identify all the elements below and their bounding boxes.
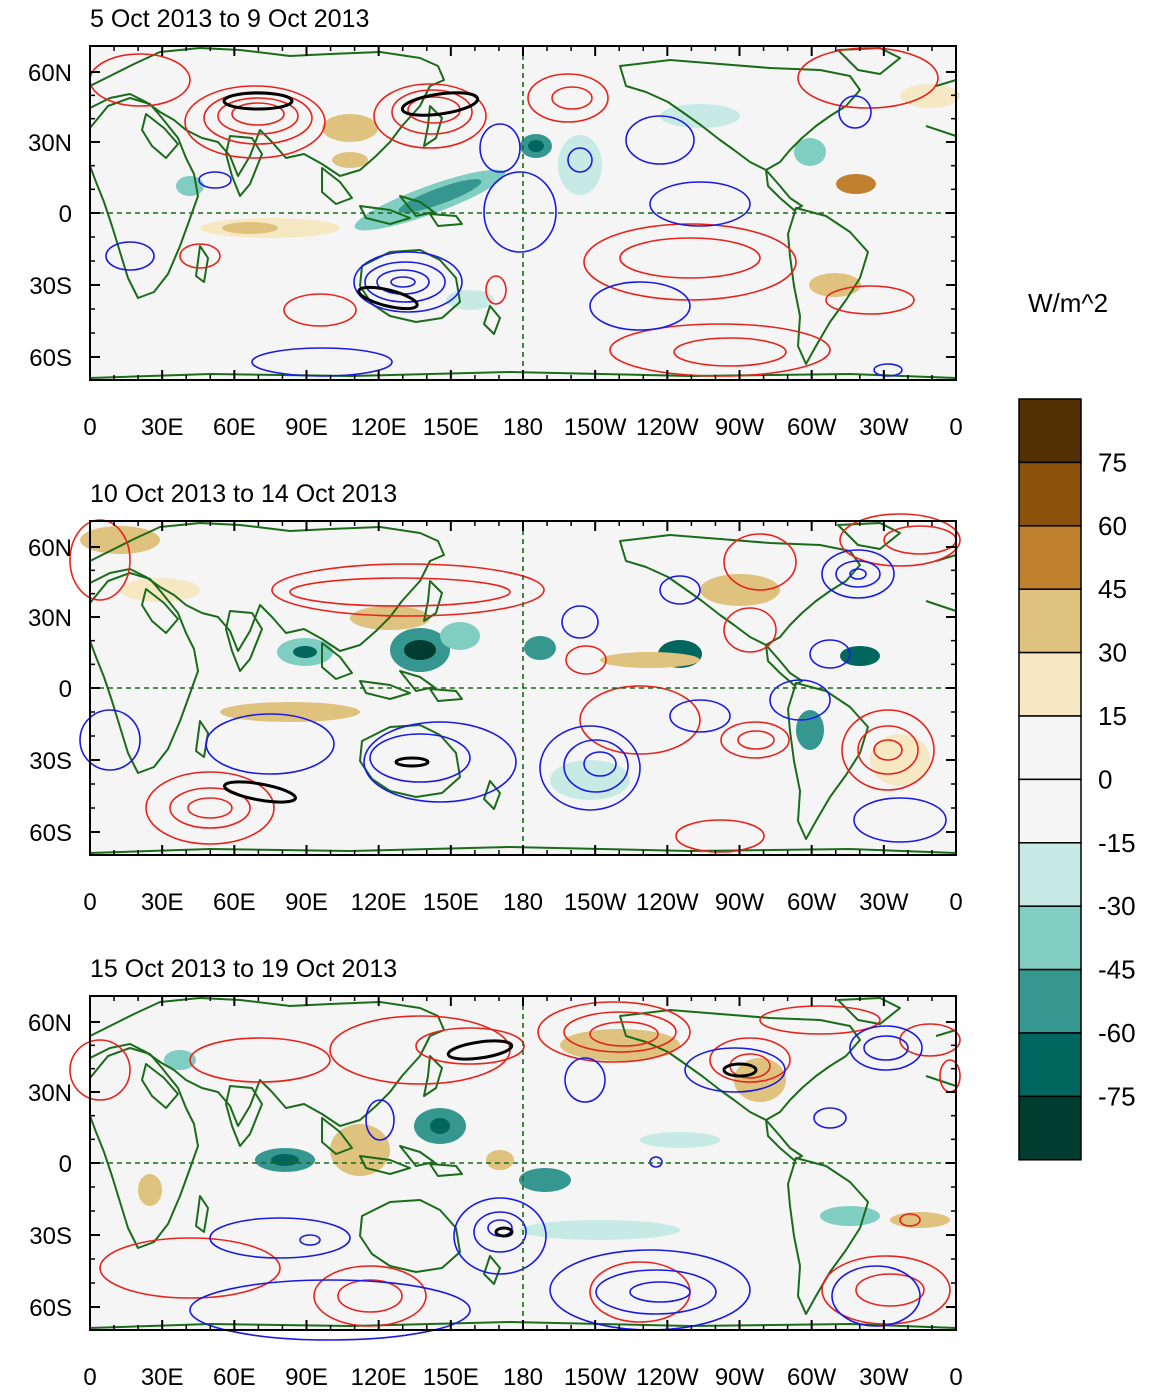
colorbar-units: W/m^2 [1028, 288, 1108, 318]
colorbar-boxes [1018, 398, 1082, 1161]
lon-tick-label: 120E [351, 889, 407, 916]
panel-1-title: 5 Oct 2013 to 9 Oct 2013 [90, 5, 369, 33]
lat-tick-label: 0 [59, 676, 72, 703]
lat-tick-label: 60N [28, 60, 72, 87]
lon-tick-label: 150E [423, 889, 479, 916]
lon-tick-label: 60W [787, 414, 837, 441]
lon-tick-label: 0 [83, 889, 96, 916]
lon-tick-label: 90W [715, 889, 765, 916]
lon-tick-label: 30W [859, 889, 909, 916]
colorbar-label: -15 [1098, 828, 1136, 858]
panel-3-title: 15 Oct 2013 to 19 Oct 2013 [90, 955, 397, 983]
lon-tick-label: 120E [351, 1364, 407, 1391]
colorbar-box [1018, 588, 1082, 654]
lon-tick-label: 30E [141, 889, 184, 916]
colorbar-box [1018, 1032, 1082, 1098]
colorbar-label: 15 [1098, 701, 1127, 731]
lon-tick-label: 90E [285, 414, 328, 441]
lat-tick-label: 60S [29, 1295, 72, 1322]
lon-tick-label: 150W [564, 889, 627, 916]
colorbar-box [1018, 398, 1082, 464]
colorbar-label: -75 [1098, 1081, 1136, 1111]
lon-tick-label: 180 [503, 1364, 543, 1391]
lat-tick-label: 60N [28, 535, 72, 562]
lon-tick-label: 150E [423, 1364, 479, 1391]
colorbar: W/m^2 75 60 45 30 15 0 -15 -30 -45 -60 -75 [1018, 288, 1136, 1161]
lon-tick-label: 120W [636, 414, 699, 441]
lon-tick-label: 150W [564, 1364, 627, 1391]
lat-tick-label: 60S [29, 345, 72, 372]
panel-2: 10 Oct 2013 to 14 Oct 2013 [28, 480, 963, 916]
colorbar-label: 75 [1098, 447, 1127, 477]
lon-tick-label: 0 [83, 1364, 96, 1391]
panel-3-significance-contours [446, 1039, 758, 1238]
lon-tick-label: 0 [949, 889, 962, 916]
lat-tick-label: 30N [28, 1080, 72, 1107]
lat-tick-label: 60N [28, 1010, 72, 1037]
panel-1-negative-contours [105, 95, 903, 377]
colorbar-box [1018, 905, 1082, 971]
lat-tick-label: 0 [59, 201, 72, 228]
colorbar-label: 45 [1098, 574, 1127, 604]
colorbar-box [1018, 778, 1082, 844]
lon-tick-label: 90W [715, 1364, 765, 1391]
lat-tick-label: 30N [28, 605, 72, 632]
lon-tick-label: 90E [285, 1364, 328, 1391]
lat-tick-label: 30S [29, 748, 72, 775]
lat-tick-label: 60S [29, 820, 72, 847]
colorbar-label: 60 [1098, 511, 1127, 541]
lon-tick-label: 150W [564, 414, 627, 441]
lon-tick-label: 60E [213, 1364, 256, 1391]
colorbar-box [1018, 651, 1082, 717]
lon-tick-label: 0 [949, 1364, 962, 1391]
lon-tick-label: 60E [213, 889, 256, 916]
lat-tick-label: 30S [29, 273, 72, 300]
lat-tick-label: 30S [29, 1223, 72, 1250]
lon-tick-label: 0 [83, 414, 96, 441]
lon-tick-label: 180 [503, 889, 543, 916]
lon-tick-label: 150E [423, 414, 479, 441]
panel-1-shading [176, 84, 960, 310]
lon-tick-label: 120W [636, 1364, 699, 1391]
panel-1: 5 Oct 2013 to 9 Oct 2013 [28, 5, 963, 441]
colorbar-label: -60 [1098, 1018, 1136, 1048]
panel-1-significance-contours [222, 91, 480, 311]
panel-2-ticks: 0 30E 60E 90E 120E 150E 180 150W 120W 90W 60W 30W 0 6… [28, 521, 963, 916]
panel-2-significance-contours [223, 756, 430, 804]
lon-tick-label: 60W [787, 889, 837, 916]
lon-tick-label: 60W [787, 1364, 837, 1391]
panel-3: 15 Oct 2013 to 19 Oct 2013 [28, 955, 963, 1391]
colorbar-box [1018, 842, 1082, 907]
lon-tick-label: 0 [949, 414, 962, 441]
lon-tick-label: 30E [141, 414, 184, 441]
colorbar-box [1018, 715, 1082, 781]
colorbar-box [1018, 525, 1082, 590]
colorbar-label: -45 [1098, 955, 1136, 985]
colorbar-label: 0 [1098, 764, 1112, 794]
lon-tick-label: 90E [285, 889, 328, 916]
lon-tick-label: 90W [715, 414, 765, 441]
lon-tick-label: 30W [859, 1364, 909, 1391]
colorbar-label: 30 [1098, 638, 1127, 668]
colorbar-box [1018, 1095, 1082, 1161]
lon-tick-label: 180 [503, 414, 543, 441]
lat-tick-label: 30N [28, 130, 72, 157]
panel-3-negative-contours [189, 1025, 923, 1341]
panel-2-negative-contours [79, 549, 947, 843]
colorbar-box [1018, 461, 1082, 527]
lon-tick-label: 30W [859, 414, 909, 441]
lon-tick-label: 60E [213, 414, 256, 441]
lon-tick-label: 120W [636, 889, 699, 916]
lat-tick-label: 0 [59, 1151, 72, 1178]
panel-1-ticks: 0 30E 60E 90E 120E 150E 180 150W 120W 90W 60W 30W 0 6… [28, 46, 963, 441]
lon-tick-label: 120E [351, 414, 407, 441]
colorbar-box [1018, 968, 1082, 1034]
panel-3-ticks: 0 30E 60E 90E 120E 150E 180 150W 120W 90W 60W 30W 0 6… [28, 996, 963, 1391]
panel-2-title: 10 Oct 2013 to 14 Oct 2013 [90, 480, 397, 508]
colorbar-label: -30 [1098, 891, 1136, 921]
lon-tick-label: 30E [141, 1364, 184, 1391]
colorbar-labels: 75 60 45 30 15 0 -15 -30 -45 -60 -75 [1098, 447, 1136, 1111]
panel-3-positive-contours [69, 1001, 961, 1327]
